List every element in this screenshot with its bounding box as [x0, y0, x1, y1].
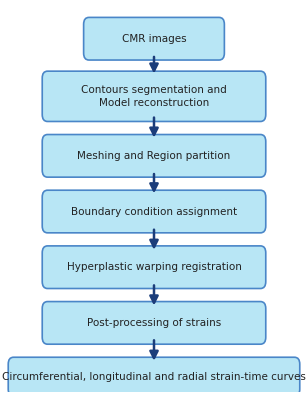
FancyBboxPatch shape: [42, 134, 266, 177]
Text: Meshing and Region partition: Meshing and Region partition: [77, 151, 231, 161]
FancyBboxPatch shape: [42, 302, 266, 344]
Text: Circumferential, longitudinal and radial strain-time curves: Circumferential, longitudinal and radial…: [2, 372, 306, 382]
FancyBboxPatch shape: [42, 190, 266, 233]
Text: Hyperplastic warping registration: Hyperplastic warping registration: [67, 262, 241, 272]
FancyBboxPatch shape: [42, 246, 266, 288]
FancyBboxPatch shape: [8, 357, 300, 396]
Text: CMR images: CMR images: [122, 34, 186, 44]
Text: Contours segmentation and
Model reconstruction: Contours segmentation and Model reconstr…: [81, 85, 227, 108]
Text: Boundary condition assignment: Boundary condition assignment: [71, 206, 237, 216]
FancyBboxPatch shape: [84, 18, 224, 60]
FancyBboxPatch shape: [42, 71, 266, 122]
Text: Post-processing of strains: Post-processing of strains: [87, 318, 221, 328]
